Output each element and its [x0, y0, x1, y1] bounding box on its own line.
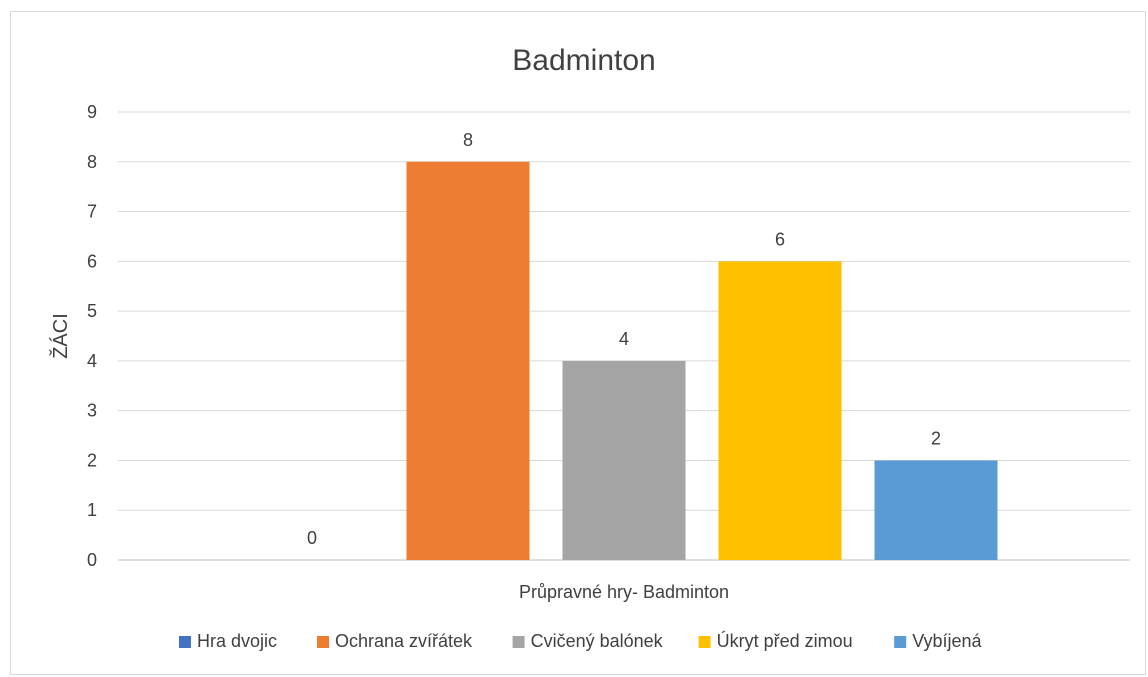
bar: [406, 161, 530, 560]
y-tick-label: 9: [87, 102, 97, 122]
y-tick-label: 8: [87, 152, 97, 172]
legend-label: Vybíjená: [912, 631, 982, 651]
legend-swatch: [317, 636, 329, 648]
y-axis-ticks: 0 1 2 3 4 5 6 7 8 9: [87, 102, 97, 570]
bar: [562, 360, 686, 560]
legend-swatch: [512, 636, 525, 648]
data-labels: 0 8 4 6 2: [307, 130, 941, 548]
y-tick-label: 4: [87, 351, 97, 371]
data-label: 8: [463, 130, 473, 150]
legend-item: Cvičený balónek: [512, 631, 664, 651]
legend-item: Úkryt před zimou: [698, 630, 853, 651]
y-tick-label: 2: [87, 450, 97, 470]
legend-swatch: [179, 636, 191, 648]
data-label: 2: [931, 428, 941, 448]
y-tick-label: 1: [87, 500, 97, 520]
y-tick-label: 7: [87, 202, 97, 222]
data-label: 0: [307, 528, 317, 548]
y-tick-label: 6: [87, 251, 97, 271]
y-tick-label: 5: [87, 301, 97, 321]
bar: [718, 261, 842, 560]
data-label: 4: [619, 329, 629, 349]
y-tick-label: 0: [87, 550, 97, 570]
y-tick-label: 3: [87, 401, 97, 421]
legend-item: Vybíjená: [894, 631, 983, 651]
legend-label: Úkryt před zimou: [717, 630, 853, 651]
legend-item: Ochrana zvířátek: [317, 631, 473, 651]
bars: [406, 161, 998, 560]
legend-swatch: [698, 636, 711, 648]
legend-label: Ochrana zvířátek: [335, 631, 473, 651]
legend-label: Hra dvojic: [197, 631, 277, 651]
legend: Hra dvojic Ochrana zvířátek Cvičený balóne…: [179, 630, 983, 651]
chart-title: Badminton: [512, 44, 655, 77]
chart-frame: [10, 11, 1146, 675]
legend-swatch: [894, 636, 907, 648]
legend-item: Hra dvojic: [179, 631, 277, 651]
legend-label: Cvičený balónek: [531, 631, 664, 651]
bar: [874, 460, 998, 560]
y-axis-label: ŽÁCI: [49, 313, 72, 359]
x-axis-category-label: Průpravné hry- Badminton: [519, 582, 729, 602]
data-label: 6: [775, 229, 785, 249]
